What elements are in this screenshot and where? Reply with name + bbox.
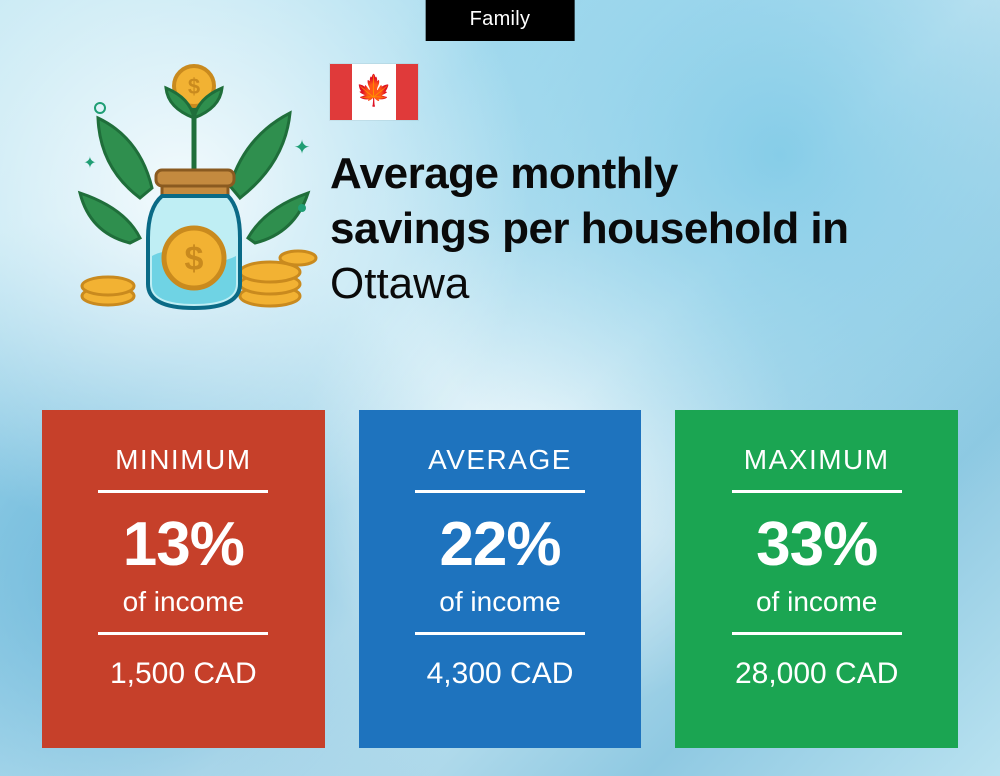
category-tag: Family: [426, 0, 575, 41]
infographic-canvas: Family: [0, 0, 1000, 776]
title-line-2: savings per household in: [330, 204, 849, 253]
title-city: Ottawa: [330, 259, 469, 308]
stat-label: AVERAGE: [428, 444, 572, 476]
stat-label: MAXIMUM: [744, 444, 890, 476]
stat-label: MINIMUM: [115, 444, 251, 476]
header: $ $ ✦ ✦: [70, 58, 960, 318]
svg-text:$: $: [185, 240, 204, 278]
divider: [732, 632, 902, 635]
stat-amount: 1,500 CAD: [110, 657, 257, 691]
maple-leaf-icon: 🍁: [355, 76, 392, 106]
stat-card-average: AVERAGE 22% of income 4,300 CAD: [359, 410, 642, 748]
divider: [415, 490, 585, 493]
stat-card-maximum: MAXIMUM 33% of income 28,000 CAD: [675, 410, 958, 748]
page-title: Average monthly savings per household in…: [330, 146, 849, 311]
stat-of-income: of income: [439, 586, 560, 618]
savings-jar-illustration: $ $ ✦ ✦: [70, 58, 320, 318]
title-line-1: Average monthly: [330, 149, 678, 198]
svg-text:✦: ✦: [83, 155, 96, 172]
category-tag-label: Family: [470, 8, 531, 30]
savings-jar-icon: $ $ ✦ ✦: [70, 58, 320, 318]
divider: [98, 632, 268, 635]
title-block: 🍁 Average monthly savings per household …: [330, 58, 849, 311]
stat-of-income: of income: [123, 586, 244, 618]
svg-text:✦: ✦: [294, 137, 311, 159]
canada-flag-icon: 🍁: [330, 64, 418, 120]
divider: [98, 490, 268, 493]
stat-amount: 4,300 CAD: [427, 657, 574, 691]
svg-text:$: $: [188, 74, 200, 99]
divider: [415, 632, 585, 635]
stat-of-income: of income: [756, 586, 877, 618]
stat-card-minimum: MINIMUM 13% of income 1,500 CAD: [42, 410, 325, 748]
stat-percent: 13%: [123, 509, 244, 580]
stat-percent: 33%: [756, 509, 877, 580]
stat-amount: 28,000 CAD: [735, 657, 898, 691]
stat-percent: 22%: [439, 509, 560, 580]
stat-cards-row: MINIMUM 13% of income 1,500 CAD AVERAGE …: [42, 410, 958, 748]
divider: [732, 490, 902, 493]
